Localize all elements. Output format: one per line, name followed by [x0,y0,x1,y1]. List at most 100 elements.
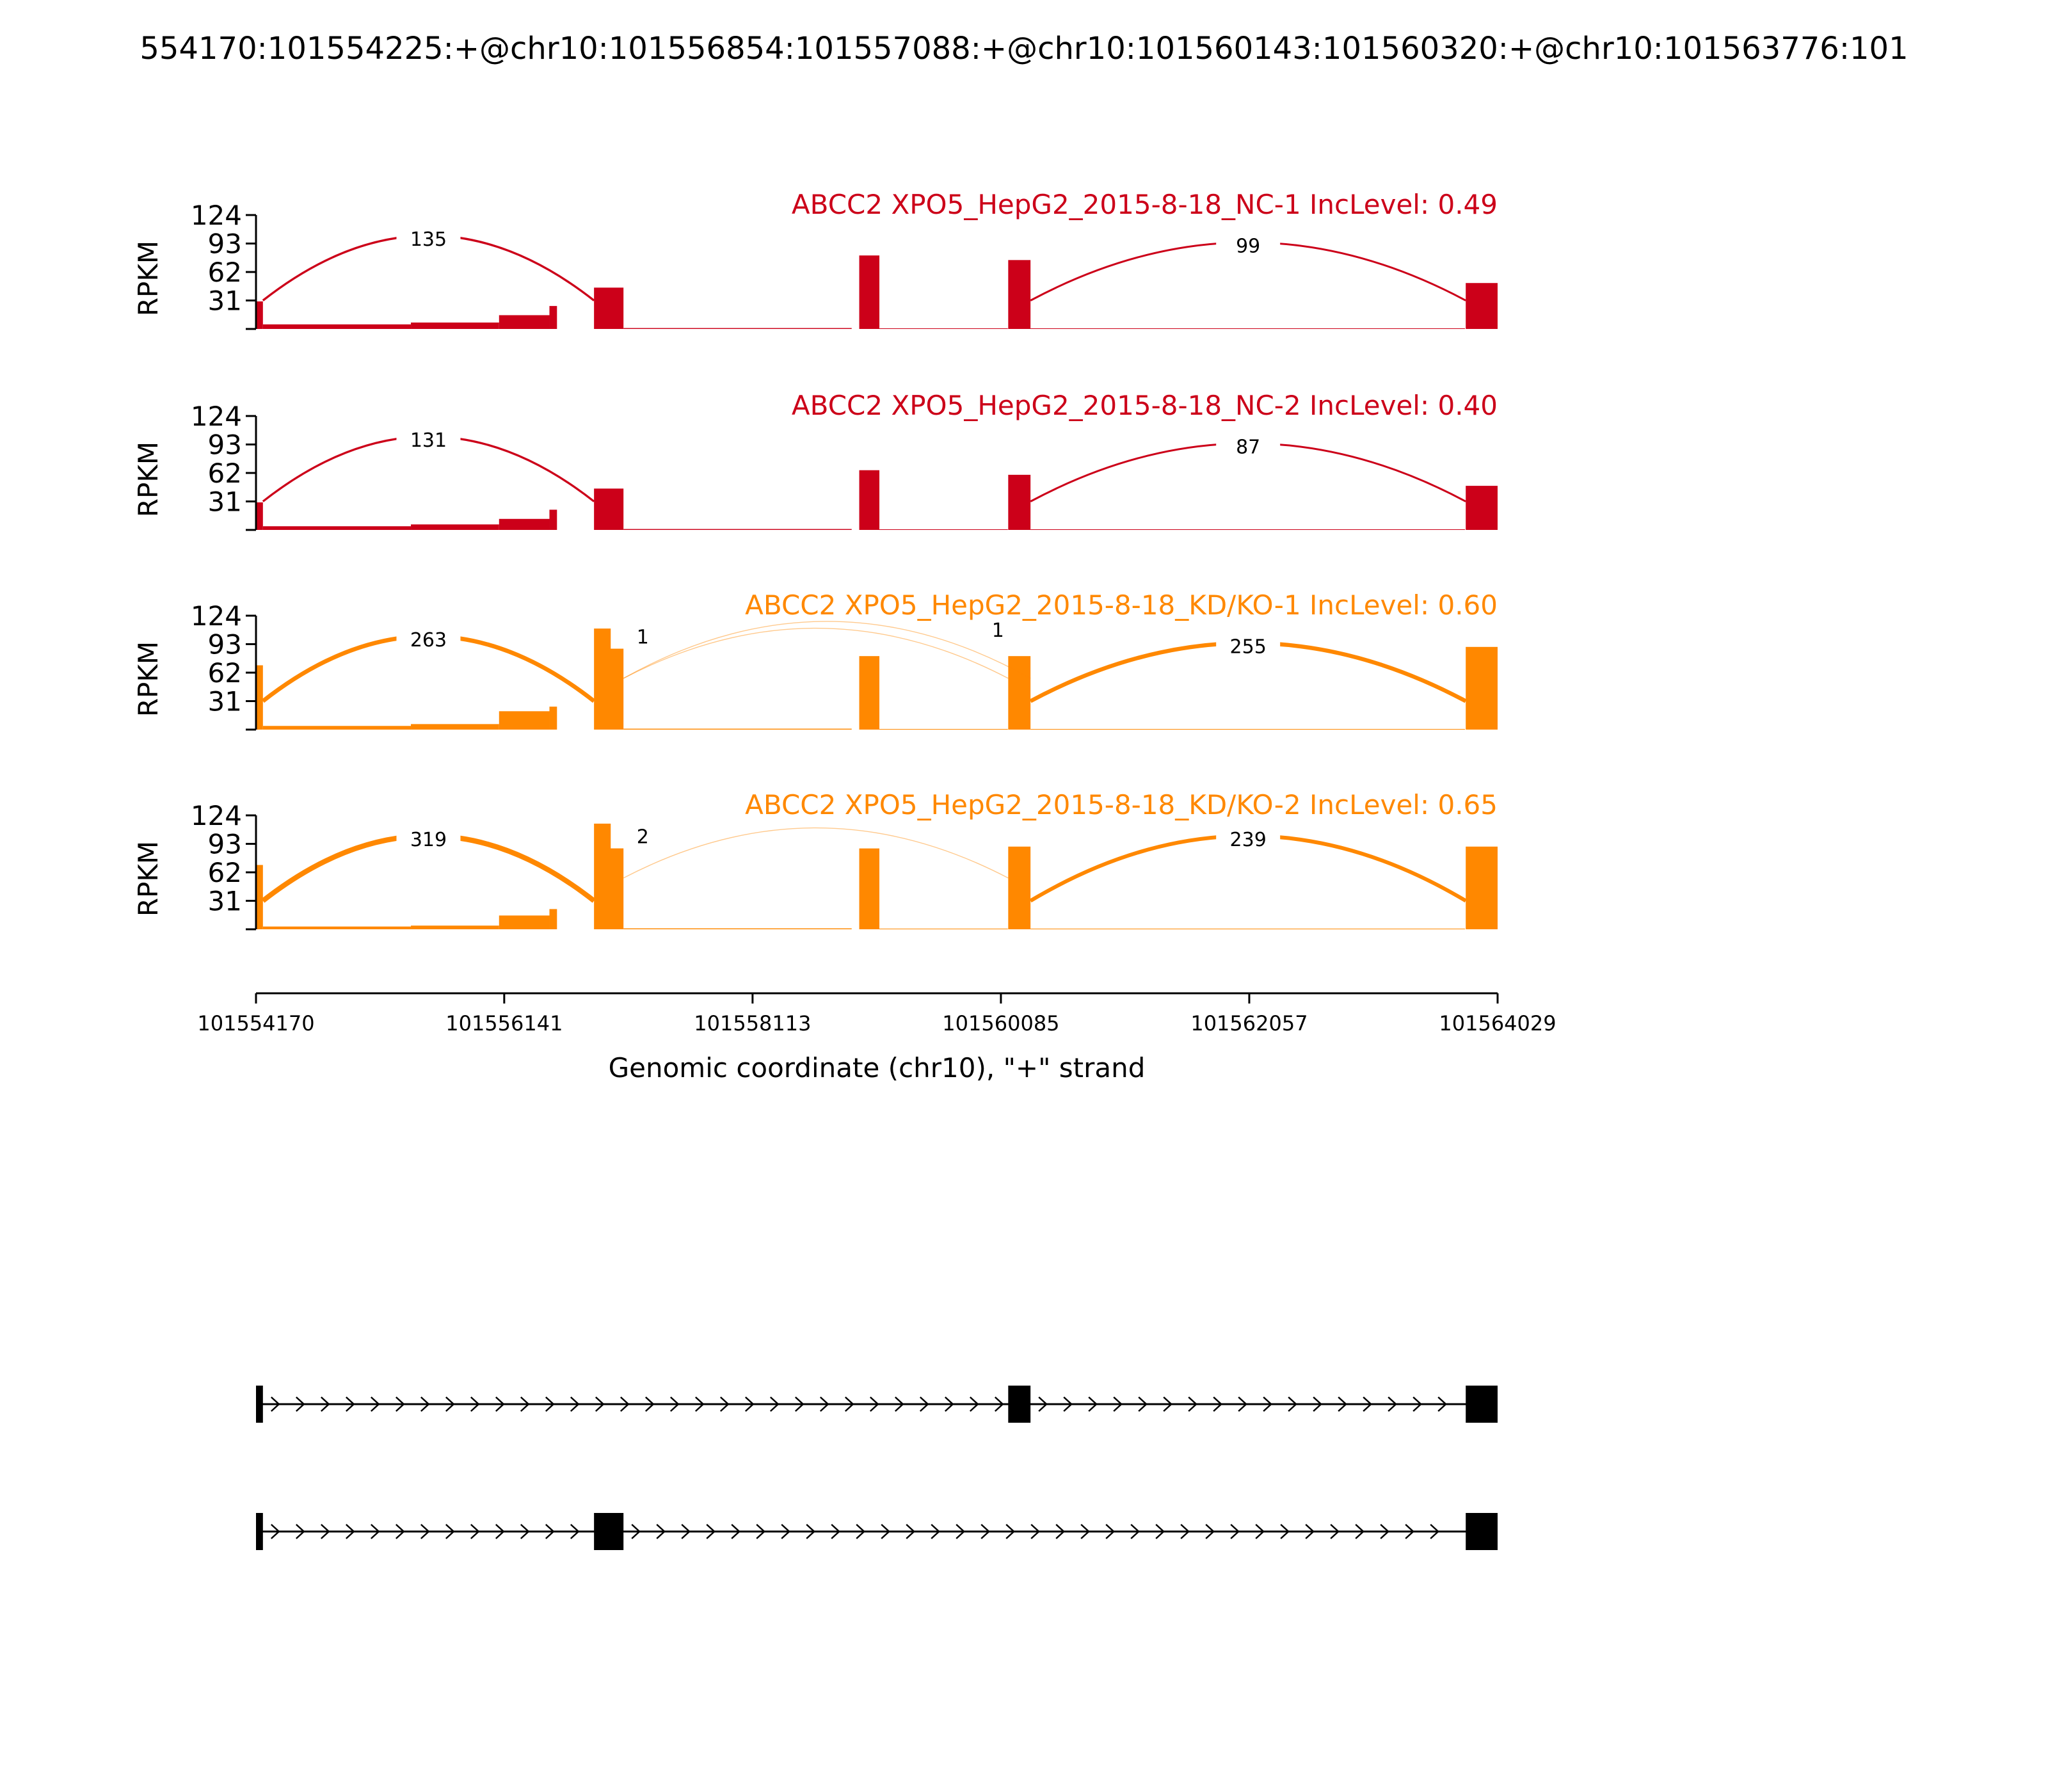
strand-arrow [994,1396,1004,1412]
x-tick-label: 101564029 [1439,1011,1556,1036]
exon-coverage [256,301,263,329]
coverage-bar [411,524,499,530]
strand-arrow [1437,1396,1448,1412]
strand-arrow [495,1524,505,1539]
y-tick-label: 124 [191,600,242,632]
y-axis-label: RPKM [132,241,164,316]
strand-arrow [681,1524,691,1539]
exon-block [256,1513,263,1550]
strand-arrow [1405,1524,1415,1539]
strand-arrow [1213,1396,1223,1412]
junction-count: 99 [1236,236,1260,258]
coverage-bar [549,509,557,530]
x-tick-label: 101554170 [197,1011,314,1036]
exon-coverage [594,287,624,329]
exon-coverage [1008,846,1031,929]
strand-arrow [445,1396,455,1412]
strand-arrow [1138,1396,1148,1412]
strand-arrow [769,1396,780,1412]
strand-arrow [731,1524,741,1539]
y-tick-label: 93 [208,228,242,260]
coverage-bar [411,925,499,929]
exon-coverage [859,255,880,329]
strand-arrow [669,1396,680,1412]
strand-arrow [520,1396,530,1412]
strand-arrow [1338,1396,1348,1412]
exon-block [1466,1386,1498,1423]
junction-count: 239 [1230,829,1267,851]
junction-count: 255 [1230,636,1267,659]
x-tick-label: 101556141 [445,1011,563,1036]
strand-arrow [495,1396,505,1412]
strand-arrow [1180,1524,1190,1539]
x-tick-label: 101560085 [942,1011,1059,1036]
strand-arrow [794,1396,804,1412]
y-tick-label: 62 [208,458,242,489]
coverage-bar [262,324,412,329]
strand-arrow [1038,1396,1048,1412]
x-axis: 101554170 101556141 101558113 101560085 1015… [197,992,1556,1036]
exon-coverage [594,488,624,530]
strand-arrow [806,1524,816,1539]
strand-arrow [545,1524,555,1539]
strand-arrow [370,1396,380,1412]
strand-arrow [881,1524,891,1539]
strand-arrow [756,1524,766,1539]
track-label: ABCC2 XPO5_HepG2_2015-8-18_NC-2 IncLevel… [792,390,1498,421]
strand-arrow [1080,1524,1091,1539]
coverage-bar [1030,529,1466,530]
strand-arrow [1155,1524,1165,1539]
exon-coverage [859,470,880,530]
y-tick-label: 124 [191,401,242,432]
strand-arrow [1363,1396,1373,1412]
junction-count-bg [1216,632,1281,659]
junction-arc [623,627,1009,679]
strand-arrow [744,1396,755,1412]
strand-arrow [869,1396,879,1412]
y-axis-label: RPKM [132,641,164,717]
strand-arrow [1205,1524,1215,1539]
strand-arrow [1163,1396,1173,1412]
strand-arrow [545,1396,555,1412]
exon-coverage [256,502,263,530]
strand-arrow [1238,1396,1248,1412]
junction-count-bg [396,626,461,652]
coverage-bar [1030,328,1466,329]
exon-coverage [256,665,263,730]
coverage-bar [623,328,852,329]
coverage-bar [499,915,550,929]
strand-arrow [320,1396,330,1412]
strand-arrow [1130,1524,1140,1539]
y-tick-label: 31 [208,285,242,317]
plot-title: 554170:101554225:+@chr10:101556854:10155… [140,31,1908,67]
junction-count-bg [1216,433,1281,459]
x-tick-label: 101558113 [694,1011,811,1036]
strand-arrow [420,1396,430,1412]
junction-count: 87 [1236,436,1260,459]
strand-arrow [1388,1396,1398,1412]
coverage-tracks: 135 99 124 93 62 31 RPKM ABCC2 XPO5_HepG2_2015-… [132,189,1498,931]
strand-arrow [320,1524,330,1539]
strand-arrow [1113,1396,1123,1412]
coverage-bar [499,711,550,730]
exon-block [256,1386,263,1423]
coverage-bar [879,729,1008,730]
strand-arrow [470,1396,480,1412]
junction-count: 319 [410,829,447,851]
strand-arrow [1055,1524,1066,1539]
junction-count: 135 [410,228,447,251]
coverage-bar [623,728,852,730]
junction-count: 1 [992,620,1004,642]
strand-arrow [470,1524,480,1539]
strand-arrow [370,1524,380,1539]
strand-arrow [819,1396,829,1412]
strand-arrow [1288,1396,1298,1412]
y-axis-label: RPKM [132,442,164,517]
junction-count-bg [611,822,675,849]
coverage-bar [499,315,550,329]
y-tick-label: 124 [191,800,242,831]
strand-arrow [395,1396,405,1412]
